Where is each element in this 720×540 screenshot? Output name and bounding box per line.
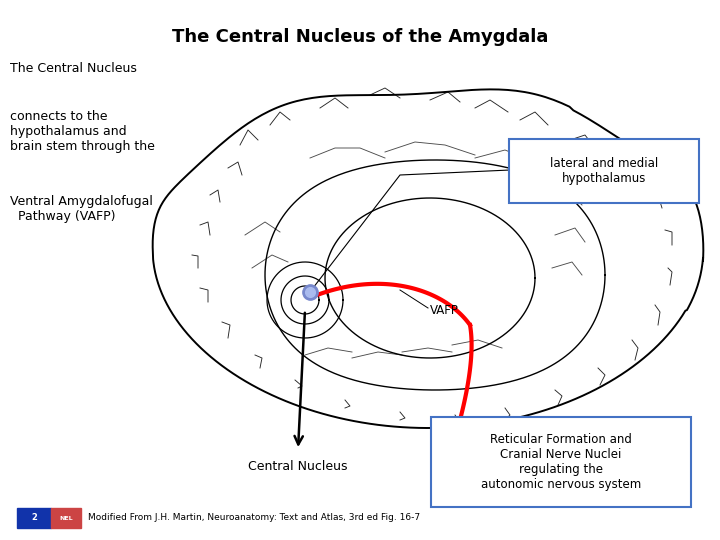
Text: The Central Nucleus: The Central Nucleus	[10, 62, 137, 75]
Text: lateral and medial
hypothalamus: lateral and medial hypothalamus	[550, 157, 658, 185]
FancyBboxPatch shape	[17, 508, 51, 528]
FancyBboxPatch shape	[509, 139, 699, 203]
FancyBboxPatch shape	[51, 508, 81, 528]
Text: Modified From J.H. Martin, Neuroanatomy: Text and Atlas, 3rd ed Fig. 16-7: Modified From J.H. Martin, Neuroanatomy:…	[88, 514, 420, 523]
Text: 2: 2	[31, 514, 37, 523]
Text: Ventral Amygdalofugal
  Pathway (VAFP): Ventral Amygdalofugal Pathway (VAFP)	[10, 195, 153, 223]
FancyBboxPatch shape	[431, 417, 691, 507]
Text: NEL: NEL	[59, 516, 73, 521]
Text: Central Nucleus: Central Nucleus	[248, 460, 348, 473]
Text: Reticular Formation and
Cranial Nerve Nuclei
regulating the
autonomic nervous sy: Reticular Formation and Cranial Nerve Nu…	[481, 433, 641, 491]
Text: The Central Nucleus of the Amygdala: The Central Nucleus of the Amygdala	[172, 28, 548, 46]
Text: VAFP: VAFP	[430, 303, 459, 316]
Text: connects to the
hypothalamus and
brain stem through the: connects to the hypothalamus and brain s…	[10, 110, 155, 153]
